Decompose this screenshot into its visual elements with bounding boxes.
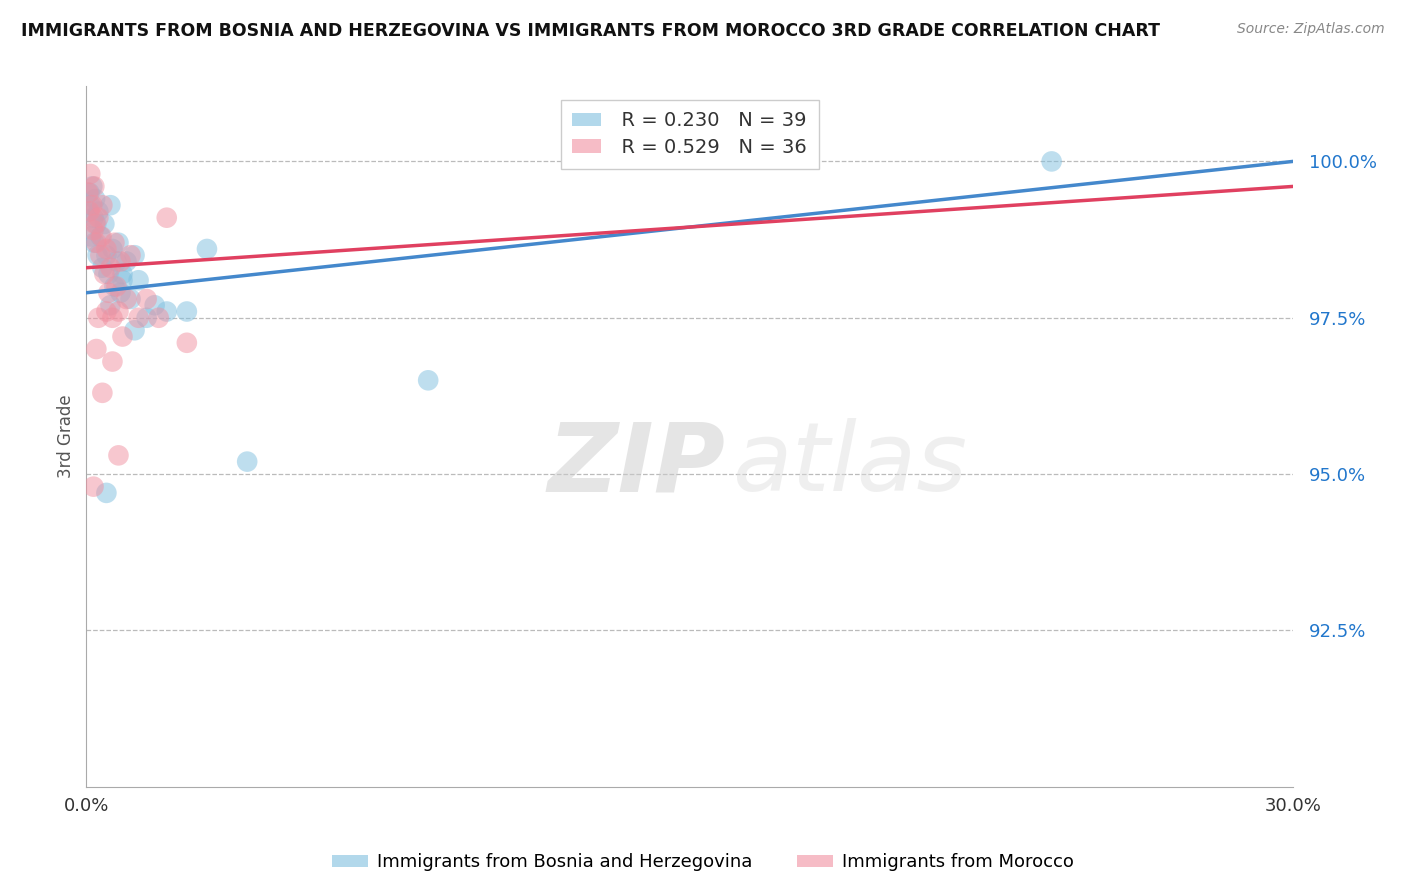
Point [83, 223, 105, 237]
Point [110, 285, 132, 300]
Point [77, 204, 100, 219]
Point [111, 329, 134, 343]
Point [97, 285, 120, 300]
Point [97, 267, 120, 281]
Point [103, 235, 125, 250]
Point [115, 254, 138, 268]
Point [83, 211, 105, 225]
Point [91, 198, 114, 212]
Point [91, 385, 114, 400]
Point [87, 204, 110, 219]
Point [77, 186, 100, 200]
Legend:   R = 0.230   N = 39,   R = 0.529   N = 36: R = 0.230 N = 39, R = 0.529 N = 36 [561, 100, 818, 169]
Y-axis label: 3rd Grade: 3rd Grade [58, 395, 75, 478]
Point [1040, 154, 1063, 169]
Point [110, 254, 132, 268]
Text: ZIP: ZIP [548, 418, 725, 511]
Point [176, 335, 198, 350]
Point [115, 292, 138, 306]
Point [84, 192, 107, 206]
Point [83, 179, 105, 194]
Point [124, 248, 146, 262]
Point [111, 267, 134, 281]
Point [90, 229, 112, 244]
Point [83, 480, 105, 494]
Point [101, 242, 124, 256]
Point [82, 198, 104, 212]
Point [156, 211, 179, 225]
Point [87, 310, 110, 325]
Point [103, 279, 125, 293]
Point [101, 354, 124, 368]
Point [418, 373, 440, 387]
Text: Source: ZipAtlas.com: Source: ZipAtlas.com [1237, 22, 1385, 37]
Point [86, 235, 108, 250]
Legend: Immigrants from Bosnia and Herzegovina, Immigrants from Morocco: Immigrants from Bosnia and Herzegovina, … [325, 847, 1081, 879]
Point [135, 292, 157, 306]
Point [100, 198, 122, 212]
Point [128, 273, 150, 287]
Point [100, 260, 122, 275]
Point [80, 229, 103, 244]
Point [124, 323, 146, 337]
Point [120, 248, 142, 262]
Point [96, 242, 118, 256]
Point [111, 273, 134, 287]
Point [176, 304, 198, 318]
Point [96, 248, 118, 262]
Point [156, 304, 179, 318]
Point [79, 204, 101, 219]
Point [82, 179, 104, 194]
Point [91, 260, 114, 275]
Point [93, 267, 115, 281]
Point [107, 235, 129, 250]
Point [107, 304, 129, 318]
Point [101, 310, 124, 325]
Point [89, 248, 111, 262]
Text: atlas: atlas [733, 418, 967, 511]
Point [135, 310, 157, 325]
Point [86, 342, 108, 356]
Point [105, 254, 128, 268]
Point [83, 235, 105, 250]
Point [89, 229, 111, 244]
Point [79, 167, 101, 181]
Point [96, 304, 118, 318]
Point [86, 217, 108, 231]
Point [148, 310, 170, 325]
Point [93, 217, 115, 231]
Text: IMMIGRANTS FROM BOSNIA AND HERZEGOVINA VS IMMIGRANTS FROM MOROCCO 3RD GRADE CORR: IMMIGRANTS FROM BOSNIA AND HERZEGOVINA V… [21, 22, 1160, 40]
Point [96, 486, 118, 500]
Point [105, 279, 128, 293]
Point [120, 292, 142, 306]
Point [143, 298, 166, 312]
Point [128, 310, 150, 325]
Point [79, 186, 101, 200]
Point [107, 448, 129, 462]
Point [87, 211, 110, 225]
Point [100, 298, 122, 312]
Point [195, 242, 218, 256]
Point [79, 198, 101, 212]
Point [84, 217, 107, 231]
Point [236, 455, 259, 469]
Point [86, 248, 108, 262]
